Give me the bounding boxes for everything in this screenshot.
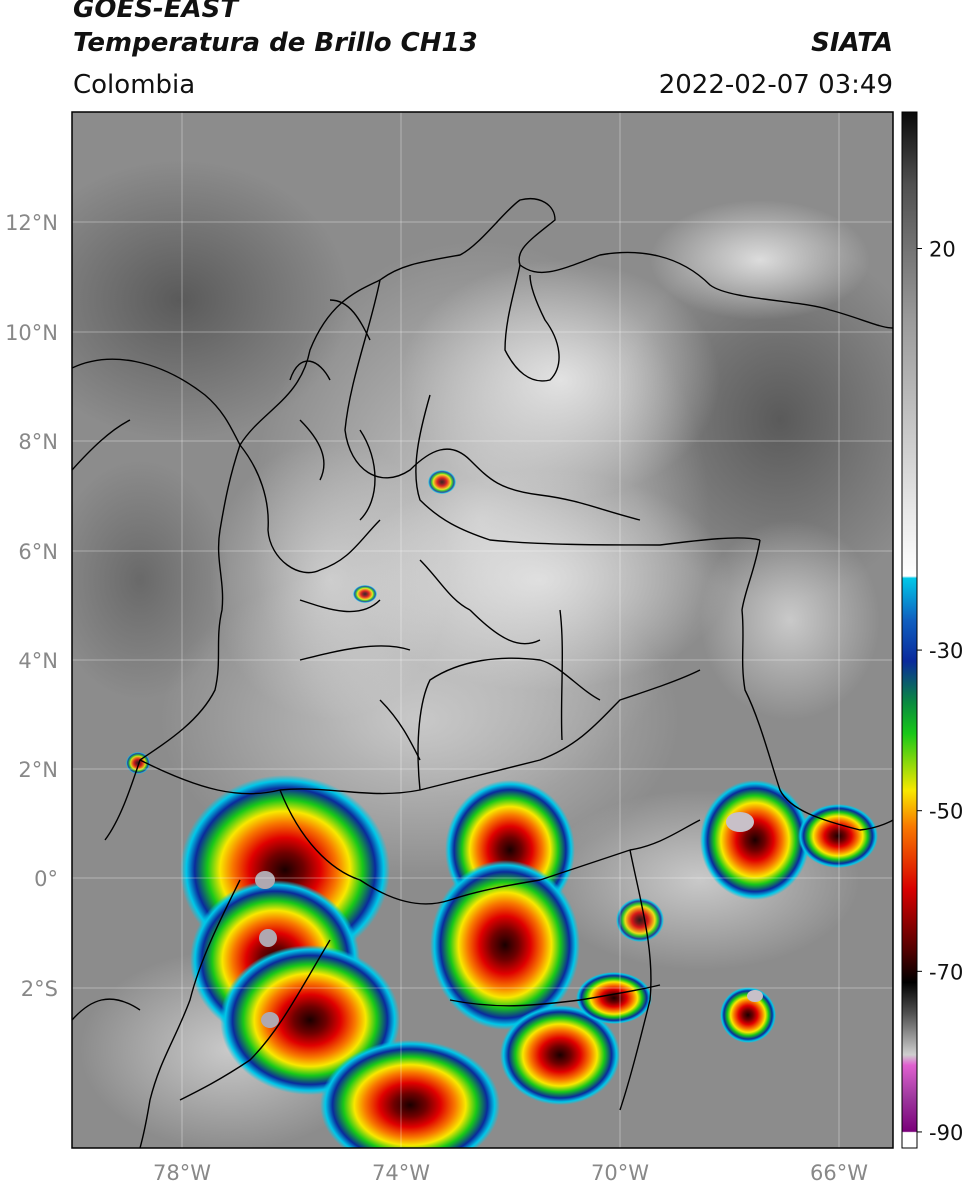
lat-label: 2°N xyxy=(18,758,58,782)
lat-label: 10°N xyxy=(5,321,58,345)
lon-label: 66°W xyxy=(810,1161,868,1185)
convective-cell xyxy=(616,898,664,942)
convective-cell xyxy=(430,860,580,1030)
lat-label: 0° xyxy=(34,867,58,891)
convective-cell xyxy=(720,987,776,1043)
datetime-label: 2022-02-07 03:49 xyxy=(658,70,893,100)
convective-cell xyxy=(428,470,456,494)
map-frame xyxy=(71,111,894,1149)
convective-cell xyxy=(700,780,810,900)
lat-label: 6°N xyxy=(18,540,58,564)
overshooting-top xyxy=(261,1012,279,1028)
region-label: Colombia xyxy=(73,70,196,100)
overshooting-top xyxy=(255,871,275,889)
overshooting-top xyxy=(726,812,754,832)
convective-cell xyxy=(798,804,878,868)
lat-label: 2°S xyxy=(21,977,58,1001)
coastlines-and-borders xyxy=(72,198,893,1148)
graticule xyxy=(72,112,893,1148)
colorbar-tick-label: -50 xyxy=(929,800,963,824)
convective-cell xyxy=(500,1005,620,1105)
satellite-title: GOES-EAST xyxy=(73,0,239,24)
latitude-labels: 12°N 10°N 8°N 6°N 4°N 2°N 0° 2°S xyxy=(5,211,58,1001)
colorbar xyxy=(901,111,918,1149)
longitude-labels: 78°W 74°W 70°W 66°W xyxy=(153,1161,868,1185)
convective-cell xyxy=(576,972,652,1024)
lat-label: 8°N xyxy=(18,430,58,454)
colorbar-tick-label: -70 xyxy=(929,960,963,984)
product-title: Temperatura de Brillo CH13 xyxy=(73,28,478,58)
lon-label: 78°W xyxy=(153,1161,211,1185)
colorbar-ticks: 20 -30 -50 -70 -90 xyxy=(917,238,963,1145)
source-label: SIATA xyxy=(811,28,893,58)
lat-label: 4°N xyxy=(18,649,58,673)
lat-label: 12°N xyxy=(5,211,58,235)
overshooting-top xyxy=(747,990,763,1002)
convective-cell xyxy=(353,585,377,603)
brightness-temperature-image xyxy=(72,112,893,1148)
lon-label: 70°W xyxy=(591,1161,649,1185)
colorbar-tick-label: 20 xyxy=(929,238,956,262)
lon-label: 74°W xyxy=(372,1161,430,1185)
overshooting-top xyxy=(259,929,277,947)
colorbar-tick-label: -30 xyxy=(929,639,963,663)
colorbar-tick-label: -90 xyxy=(929,1121,963,1145)
convective-cell xyxy=(320,1040,500,1148)
